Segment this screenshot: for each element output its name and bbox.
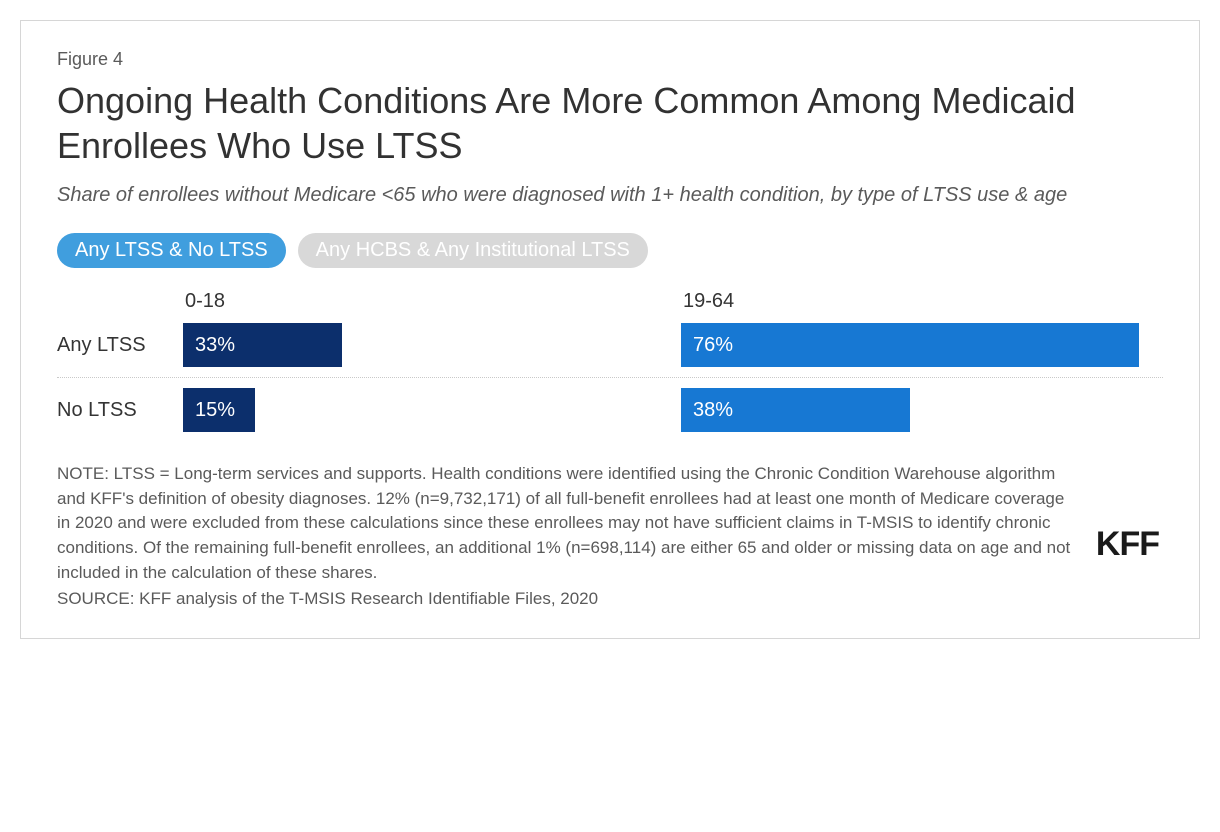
tab-bar: Any LTSS & No LTSS Any HCBS & Any Instit… [57,233,1163,268]
figure-title: Ongoing Health Conditions Are More Commo… [57,78,1163,168]
tab-any-hcbs-institutional[interactable]: Any HCBS & Any Institutional LTSS [298,233,648,268]
notes-block: NOTE: LTSS = Long-term services and supp… [57,462,1076,614]
figure-container: Figure 4 Ongoing Health Conditions Are M… [20,20,1200,639]
bar-any-ltss-19-64: 76% [681,323,1139,367]
bar-chart: 0-18 19-64 Any LTSS 33% 76% No LTSS 15% … [57,290,1163,432]
bar-no-ltss-0-18: 15% [183,388,255,432]
figure-number-label: Figure 4 [57,49,1163,70]
kff-logo: KFF [1096,525,1163,614]
row-label-no-ltss: No LTSS [57,399,167,422]
figure-footer: NOTE: LTSS = Long-term services and supp… [57,462,1163,614]
note-text: NOTE: LTSS = Long-term services and supp… [57,462,1076,585]
bar-no-ltss-19-64: 38% [681,388,910,432]
tab-any-ltss-no-ltss[interactable]: Any LTSS & No LTSS [57,233,286,268]
row-label-any-ltss: Any LTSS [57,334,167,357]
column-header-0-18: 0-18 [183,290,665,319]
bar-cell: 33% [183,323,665,367]
bar-cell: 76% [681,323,1163,367]
source-text: SOURCE: KFF analysis of the T-MSIS Resea… [57,587,1076,612]
bar-cell: 38% [681,388,1163,432]
bar-cell: 15% [183,388,665,432]
column-header-19-64: 19-64 [681,290,1163,319]
row-divider [57,377,1163,378]
bar-any-ltss-0-18: 33% [183,323,342,367]
figure-subtitle: Share of enrollees without Medicare <65 … [57,182,1163,209]
